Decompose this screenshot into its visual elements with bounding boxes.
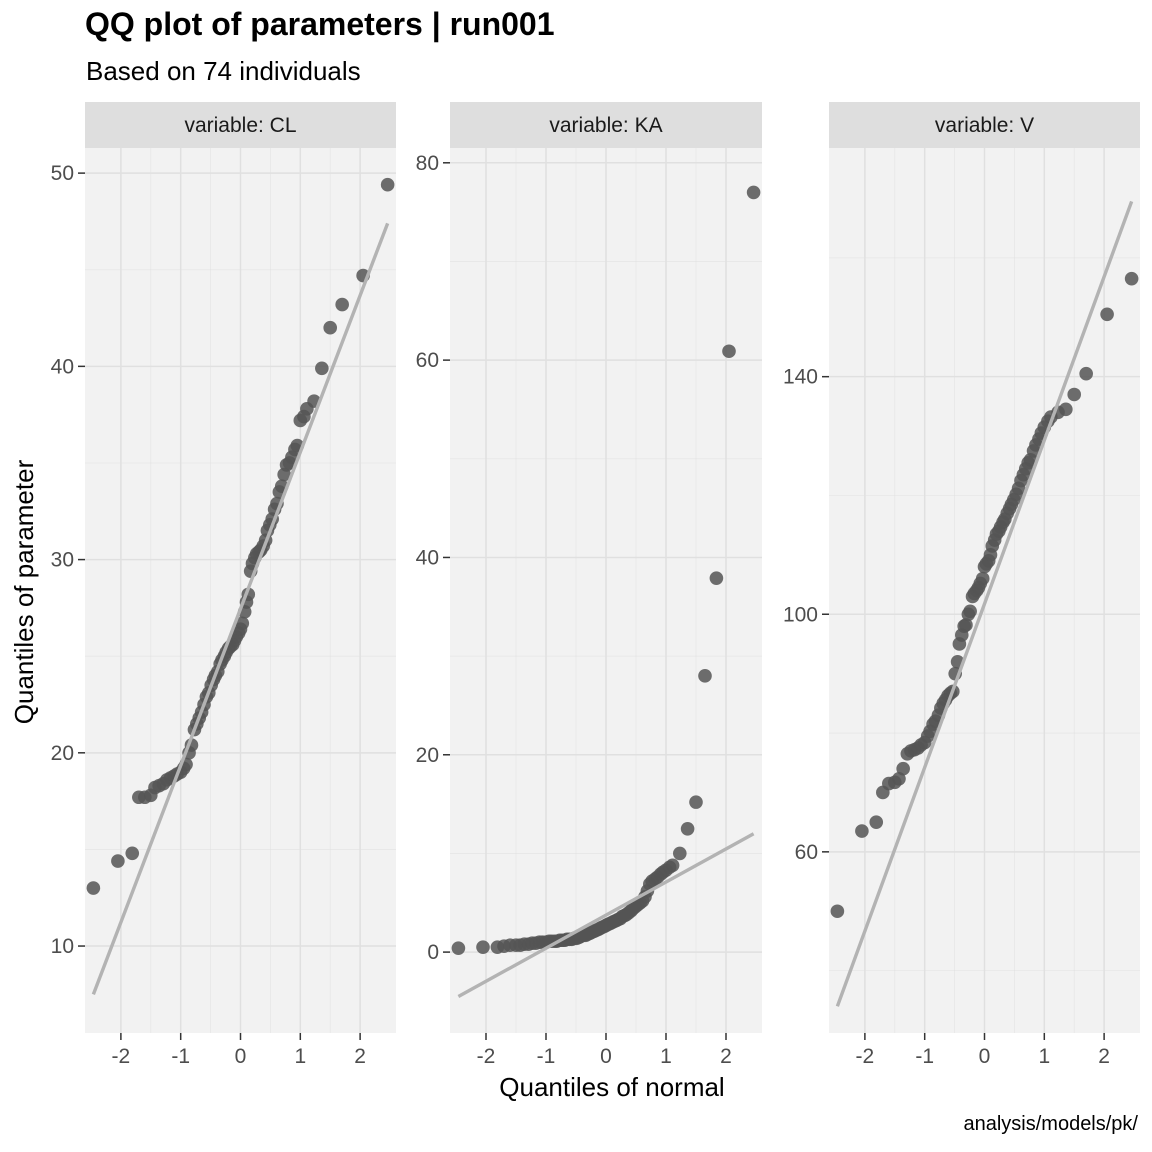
strip-background xyxy=(829,102,1140,148)
x-tick-label: 2 xyxy=(354,1045,366,1068)
data-point xyxy=(896,761,910,776)
data-point xyxy=(680,821,695,836)
data-point xyxy=(235,616,250,631)
panel-1: variable: CL 10 20 30 40 50 -2 -1 0 1 2 xyxy=(51,102,396,1068)
data-point xyxy=(698,669,712,683)
data-point xyxy=(323,320,338,335)
x-tick-label: -2 xyxy=(477,1045,496,1068)
y-tick-label: 0 xyxy=(427,941,439,964)
data-point xyxy=(86,881,101,895)
x-tick-label: -2 xyxy=(856,1045,875,1068)
data-point xyxy=(380,177,395,192)
data-point xyxy=(1059,402,1073,417)
strip-label: variable: KA xyxy=(549,114,662,137)
panel-3: variable: V 60 100 140 -2 -1 0 1 2 xyxy=(783,102,1140,1068)
data-point xyxy=(335,297,349,312)
strip-background xyxy=(85,102,396,148)
data-point xyxy=(830,904,845,919)
panel-2: variable: KA 0 20 40 60 80 -2 -1 0 1 2 xyxy=(416,102,762,1068)
chart-caption: analysis/models/pk/ xyxy=(963,1113,1138,1135)
y-axis-title: Quantiles of parameter xyxy=(9,459,39,724)
x-tick-label: 2 xyxy=(720,1045,732,1068)
reference-line xyxy=(91,222,390,995)
x-tick-label: 2 xyxy=(1098,1045,1110,1068)
y-tick-label: 50 xyxy=(51,162,74,185)
reference-line xyxy=(457,832,755,998)
data-point xyxy=(1124,271,1139,286)
data-point xyxy=(125,846,140,861)
x-tick-label: -1 xyxy=(915,1045,934,1068)
data-point xyxy=(869,815,884,829)
data-point xyxy=(1067,387,1082,402)
data-point xyxy=(111,854,125,868)
strip-background xyxy=(450,102,762,148)
data-point xyxy=(709,571,724,585)
data-point xyxy=(746,185,761,200)
data-point xyxy=(963,604,977,619)
y-tick-label: 30 xyxy=(51,549,74,572)
y-tick-label: 140 xyxy=(783,366,818,389)
data-point xyxy=(665,858,680,873)
data-point xyxy=(722,344,736,359)
data-point xyxy=(855,824,869,838)
x-tick-label: 1 xyxy=(1038,1045,1050,1068)
reference-line xyxy=(835,200,1134,1007)
data-point xyxy=(673,846,687,861)
x-tick-label: 1 xyxy=(660,1045,672,1068)
x-tick-label: -1 xyxy=(171,1045,190,1068)
y-tick-label: 80 xyxy=(416,152,439,175)
x-tick-label: -1 xyxy=(537,1045,556,1068)
chart-subtitle: Based on 74 individuals xyxy=(86,56,361,86)
x-tick-label: 0 xyxy=(600,1045,612,1068)
data-point xyxy=(975,571,990,586)
x-tick-label: 0 xyxy=(235,1045,247,1068)
y-tick-label: 40 xyxy=(51,355,74,378)
y-tick-label: 20 xyxy=(51,742,74,765)
x-axis-title: Quantiles of normal xyxy=(499,1072,724,1102)
strip-label: variable: CL xyxy=(184,114,296,137)
data-point xyxy=(1079,366,1093,381)
x-tick-label: -2 xyxy=(112,1045,131,1068)
y-tick-label: 60 xyxy=(795,841,818,864)
data-point xyxy=(1100,307,1114,322)
data-point xyxy=(476,940,490,954)
x-tick-label: 1 xyxy=(294,1045,306,1068)
y-tick-label: 10 xyxy=(51,935,74,958)
y-tick-label: 60 xyxy=(416,349,439,372)
x-tick-label: 0 xyxy=(979,1045,991,1068)
strip-label: variable: V xyxy=(935,114,1034,137)
data-point xyxy=(689,795,703,809)
y-tick-label: 100 xyxy=(783,603,818,626)
data-point xyxy=(315,361,329,376)
data-point xyxy=(451,941,466,955)
data-point xyxy=(959,618,973,632)
y-tick-label: 40 xyxy=(416,546,439,569)
chart-title: QQ plot of parameters | run001 xyxy=(85,6,555,42)
y-tick-label: 20 xyxy=(416,744,439,767)
